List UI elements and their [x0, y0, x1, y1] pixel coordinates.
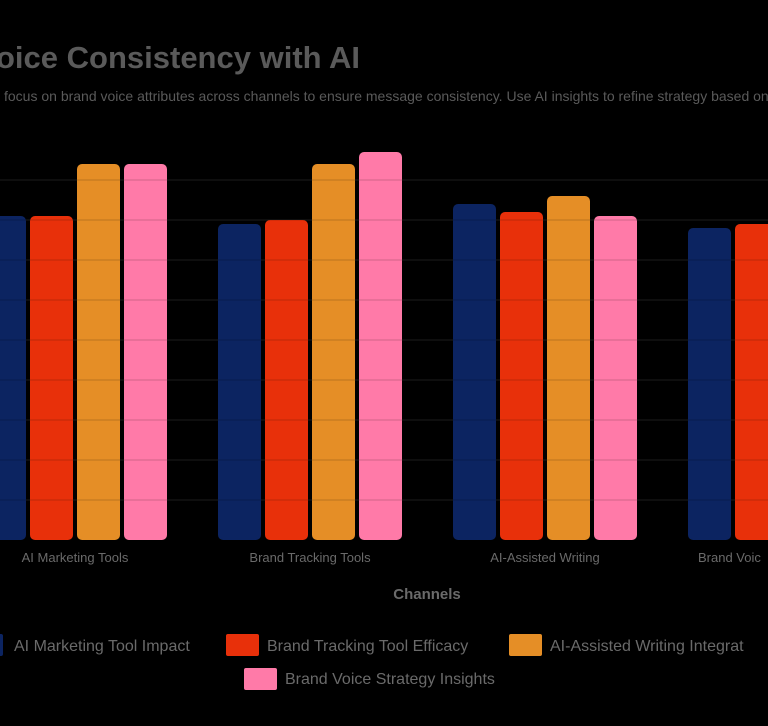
legend-swatch: [226, 634, 259, 656]
legend-item[interactable]: Brand Tracking Tool Efficacy: [226, 634, 468, 656]
legend-label: AI-Assisted Writing Integrat: [550, 638, 744, 655]
legend-item[interactable]: AI-Assisted Writing Integrat: [509, 634, 744, 656]
bar: [124, 164, 167, 540]
bar: [500, 212, 543, 540]
bar: [30, 216, 73, 540]
bars: [0, 152, 768, 540]
x-tick-label: AI Marketing Tools: [22, 550, 129, 565]
bar: [359, 152, 402, 540]
legend-swatch: [0, 634, 3, 656]
x-tick-label: Brand Tracking Tools: [249, 550, 371, 565]
bar: [0, 216, 26, 540]
chart-subtitle: l focus on brand voice attributes across…: [0, 88, 768, 104]
bar: [688, 228, 731, 540]
x-tick-labels: AI Marketing Tools Brand Tracking Tools …: [22, 550, 762, 565]
legend-label: AI Marketing Tool Impact: [14, 638, 190, 655]
bar: [77, 164, 120, 540]
x-tick-label: Brand Voic: [698, 550, 761, 565]
legend-swatch: [244, 668, 277, 690]
bar: [218, 224, 261, 540]
legend-item[interactable]: AI Marketing Tool Impact: [0, 634, 190, 656]
bar: [265, 220, 308, 540]
chart-title: oice Consistency with AI: [0, 40, 360, 75]
bar: [312, 164, 355, 540]
bar: [735, 224, 768, 540]
x-axis-label: Channels: [393, 586, 461, 603]
x-tick-label: AI-Assisted Writing: [490, 550, 600, 565]
bar: [594, 216, 637, 540]
bar: [453, 204, 496, 540]
legend-label: Brand Tracking Tool Efficacy: [267, 638, 468, 655]
legend-item[interactable]: Brand Voice Strategy Insights: [244, 668, 495, 690]
legend-swatch: [509, 634, 542, 656]
legend-label: Brand Voice Strategy Insights: [285, 671, 495, 688]
gridlines-overlay: [0, 179, 768, 501]
bar: [547, 196, 590, 540]
legend: AI Marketing Tool Impact Brand Tracking …: [0, 634, 744, 690]
